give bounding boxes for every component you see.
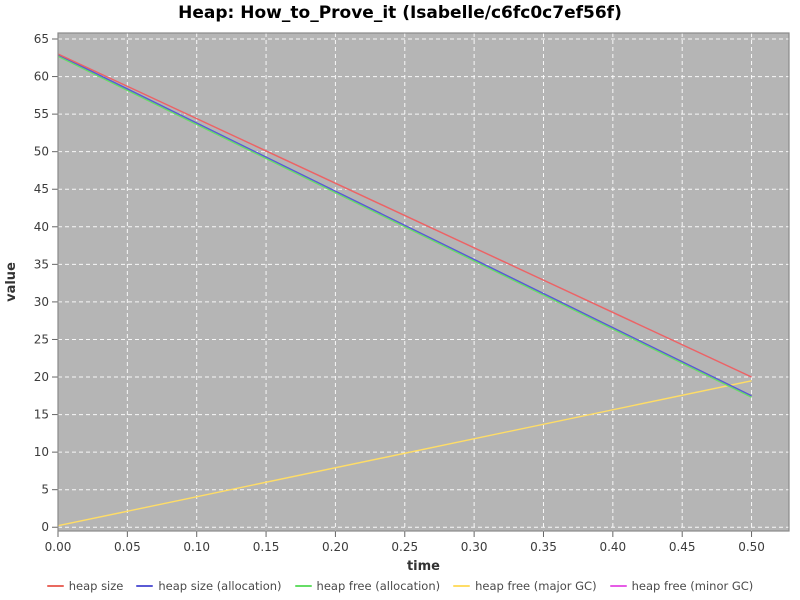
series-line-2 (57, 55, 752, 398)
x-tick-label: 0.35 (530, 540, 557, 554)
legend-item-1: heap size (allocation) (136, 579, 282, 593)
y-axis-label: value (4, 262, 19, 302)
legend-label: heap free (allocation) (316, 579, 441, 593)
plot-area (58, 33, 789, 531)
y-tick-label: 55 (34, 107, 49, 121)
legend-swatch-icon (46, 585, 64, 587)
y-tick-label: 5 (41, 483, 49, 497)
y-tick-label: 45 (34, 182, 49, 196)
x-tick-label: 0.25 (391, 540, 418, 554)
legend-label: heap size (allocation) (158, 579, 282, 593)
x-tick-label: 0.05 (114, 540, 141, 554)
x-tick-label: 0.30 (461, 540, 488, 554)
y-tick-label: 60 (34, 70, 49, 84)
x-tick-label: 0.10 (183, 540, 210, 554)
x-axis-label: time (407, 559, 440, 572)
y-tick-label: 35 (34, 257, 49, 271)
legend-label: heap free (major GC) (475, 579, 597, 593)
x-tick-label: 0.40 (599, 540, 626, 554)
legend-swatch-icon (609, 585, 627, 587)
y-tick-label: 20 (34, 370, 49, 384)
series-line-0 (57, 53, 752, 378)
legend-swatch-icon (453, 585, 471, 587)
legend-item-4: heap free (minor GC) (609, 579, 754, 593)
x-tick-label: 0.50 (738, 540, 765, 554)
legend-item-3: heap free (major GC) (453, 579, 597, 593)
x-tick-label: 0.45 (669, 540, 696, 554)
chart-canvas: 0 5 10 15 20 25 30 35 40 45 50 55 60 65 0.00 0.05 0.10 0.… (4, 32, 790, 572)
y-tick-label: 15 (34, 408, 49, 422)
y-tick-label: 65 (34, 32, 49, 46)
y-tick-label: 10 (34, 445, 49, 459)
series-line-1 (57, 54, 752, 397)
chart-legend: heap size heap size (allocation) heap free… (0, 576, 800, 596)
chart-title: Heap: How_to_Prove_it (Isabelle/c6fc0c7e… (178, 3, 622, 23)
legend-item-2: heap free (allocation) (294, 579, 441, 593)
x-tick-label: 0.15 (253, 540, 280, 554)
legend-label: heap free (minor GC) (631, 579, 754, 593)
x-tick-label: 0.20 (322, 540, 349, 554)
legend-swatch-icon (294, 585, 312, 587)
series-line-3 (57, 380, 752, 527)
y-tick-label: 50 (34, 145, 49, 159)
plot-border (57, 32, 790, 532)
y-tick-label: 30 (34, 295, 49, 309)
x-tick-label: 0.00 (45, 540, 72, 554)
legend-item-0: heap size (46, 579, 124, 593)
y-tick-label: 0 (41, 520, 49, 534)
legend-swatch-icon (136, 585, 154, 587)
y-tick-label: 40 (34, 220, 49, 234)
legend-label: heap size (68, 579, 124, 593)
y-tick-label: 25 (34, 332, 49, 346)
